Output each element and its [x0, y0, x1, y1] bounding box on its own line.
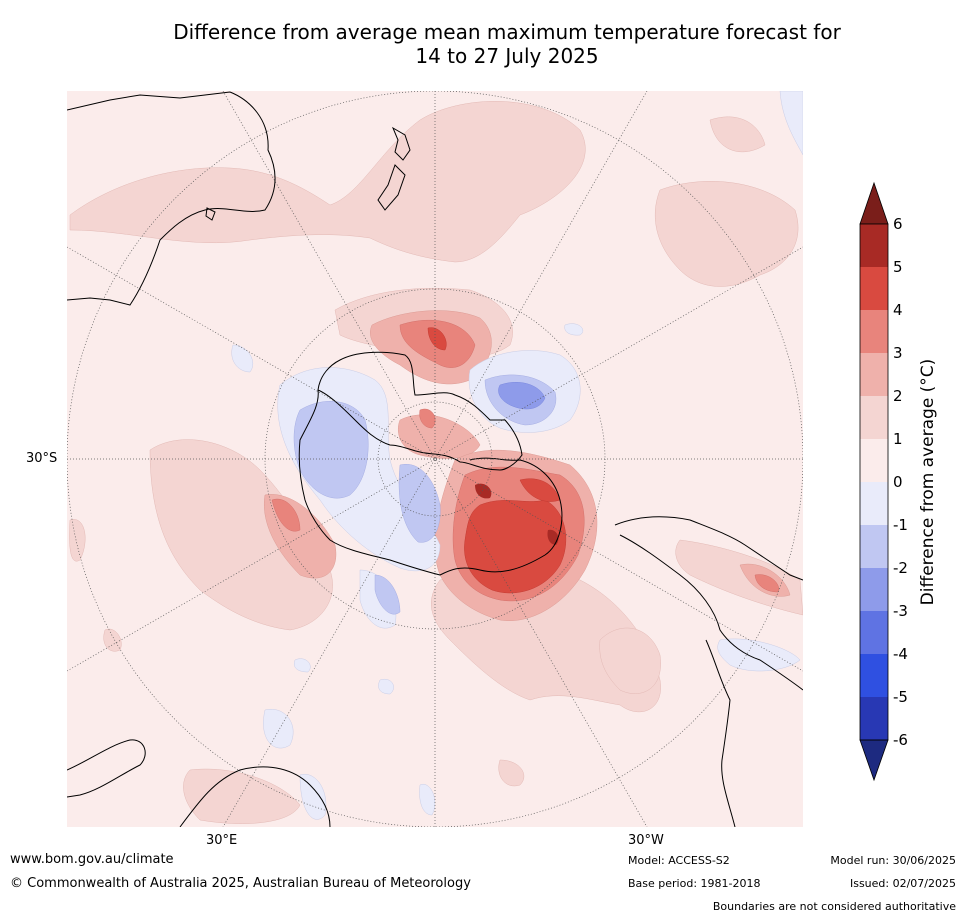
colorbar-0-to-1: [860, 439, 888, 482]
colorbar-m6-to-m5: [860, 697, 888, 740]
footer-website: www.bom.gov.au/climate: [10, 852, 174, 867]
colorbar-tick-1: 1: [893, 430, 903, 448]
map-title-line1: Difference from average mean maximum tem…: [173, 20, 841, 44]
colorbar-tick-m5: -5: [893, 688, 908, 706]
footer-issued: Issued: 02/07/2025: [849, 877, 956, 890]
map-title-line2: 14 to 27 July 2025: [415, 44, 599, 68]
lon-label-30e: 30°E: [206, 833, 238, 848]
colorbar-tick-m4: -4: [893, 645, 908, 663]
colorbar-4-to-5: [860, 267, 888, 310]
colorbar-m3-to-m2: [860, 568, 888, 611]
footer-disclaimer: Boundaries are not considered authoritat…: [712, 900, 956, 913]
footer-copyright: © Commonwealth of Australia 2025, Austra…: [10, 876, 471, 891]
colorbar-tick-3: 3: [893, 344, 903, 362]
colorbar-tick-0: 0: [893, 473, 903, 491]
colorbar-m2-to-m1: [860, 525, 888, 568]
colorbar-tick-6: 6: [893, 215, 903, 233]
madagascar-coast: [205, 207, 216, 221]
anomaly-5-to-6: [475, 483, 559, 545]
africa-coast: [67, 91, 276, 306]
colorbar-2-to-3: [860, 353, 888, 396]
colorbar-1-to-2: [860, 396, 888, 439]
colorbar-tick-m1: -1: [893, 516, 908, 534]
colorbar-tick-m6: -6: [893, 731, 908, 749]
lon-label-30w: 30°W: [628, 833, 664, 848]
colorbar-frame: [859, 223, 889, 741]
colorbar-upper-extension: [859, 181, 889, 225]
colorbar-tick-m3: -3: [893, 602, 908, 620]
coastlines: [67, 91, 803, 827]
footer-model-run: Model run: 30/06/2025: [830, 854, 956, 867]
colorbar-3-to-4: [860, 310, 888, 353]
colorbar-m5-to-m4: [860, 654, 888, 697]
footer-base-period: Base period: 1981-2018: [628, 877, 761, 890]
colorbar-label: Difference from average (°C): [918, 358, 938, 606]
antarctic-peninsula: [67, 739, 146, 798]
australia-coast: [317, 351, 523, 471]
map-area: [67, 91, 803, 827]
anomaly-1-to-2: [69, 101, 803, 824]
colorbar-m1-to-0: [860, 482, 888, 525]
anomaly-m3-to-m2: [498, 382, 546, 410]
colorbar-5-to-6: [860, 224, 888, 267]
lat-label-30s: 30°S: [26, 451, 58, 466]
new-zealand-south: [377, 164, 406, 211]
colorbar-m4-to-m3: [860, 611, 888, 654]
footer-model: Model: ACCESS-S2: [628, 854, 730, 867]
colorbar-tick-5: 5: [893, 258, 903, 276]
southern-africa-bottom: [179, 766, 331, 827]
colorbar-tick-2: 2: [893, 387, 903, 405]
colorbar-tick-4: 4: [893, 301, 903, 319]
south-america-coast: [614, 516, 803, 691]
south-america-east: [705, 639, 736, 827]
colorbar-lower-extension: [859, 739, 889, 782]
anomaly-4-to-5: [427, 327, 567, 594]
graticule: [67, 91, 803, 827]
new-zealand-north: [391, 126, 411, 161]
colorbar: [859, 181, 889, 782]
map-title: Difference from average mean maximum tem…: [0, 20, 965, 68]
colorbar-tick-m2: -2: [893, 559, 908, 577]
antarctica-coast: [298, 389, 563, 576]
